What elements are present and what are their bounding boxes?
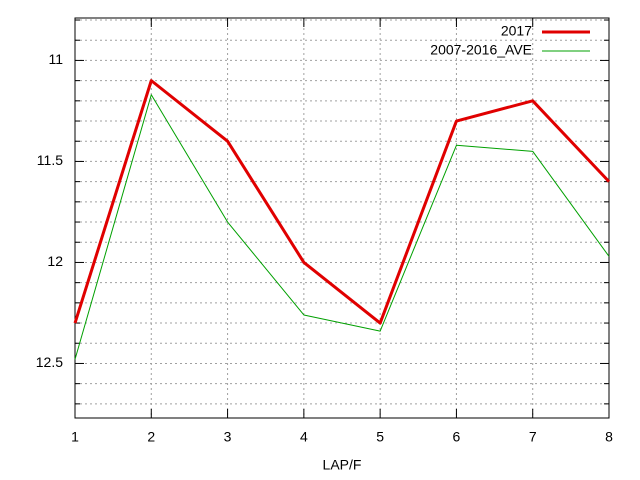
y-tick-label: 11.5 <box>37 152 63 168</box>
y-tick-label: 12 <box>47 253 63 269</box>
y-tick-label: 12.5 <box>36 354 63 370</box>
series-line <box>74 94 610 360</box>
x-axis-label: LAP/F <box>323 457 362 473</box>
x-tick-label: 6 <box>453 429 461 445</box>
x-tick-label: 4 <box>300 429 308 445</box>
x-tick-label: 7 <box>529 429 537 445</box>
x-tick-label: 1 <box>71 429 79 445</box>
x-tick-label: 3 <box>224 429 232 445</box>
legend-label: 2007-2016_AVE <box>430 42 532 58</box>
legend-label: 2017 <box>501 23 532 39</box>
x-tick-label: 8 <box>605 429 613 445</box>
x-tick-label: 5 <box>376 429 384 445</box>
plot-border <box>74 17 610 419</box>
x-tick-label: 2 <box>147 429 155 445</box>
y-tick-label: 11 <box>48 51 63 67</box>
series-line <box>73 79 611 325</box>
